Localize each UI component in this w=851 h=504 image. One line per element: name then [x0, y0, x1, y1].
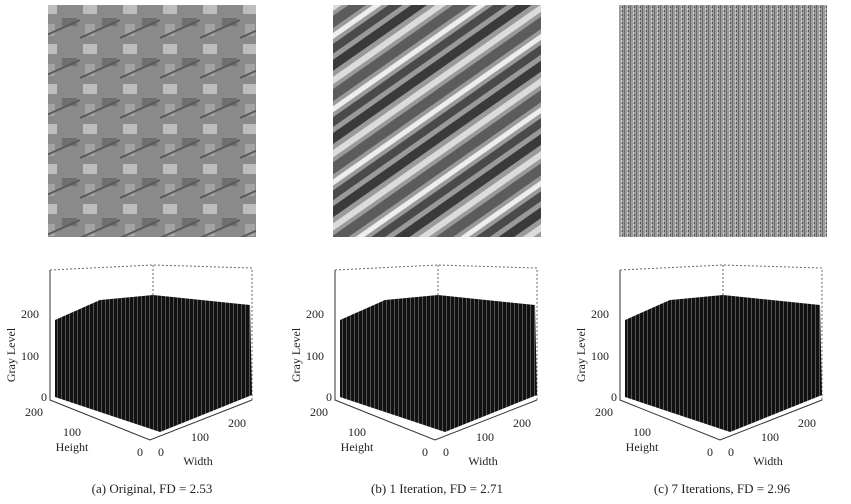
- y-tick-label: 0: [707, 445, 713, 459]
- z-tick-label: 0: [41, 390, 47, 404]
- z-axis-label: Gray Level: [4, 327, 18, 382]
- caption: (b) 1 Iteration, FD = 2.71: [371, 481, 503, 496]
- caption: (c) 7 Iterations, FD = 2.96: [654, 481, 791, 496]
- y-tick-label: 200: [310, 405, 328, 419]
- y-tick-label: 100: [348, 425, 366, 439]
- z-axis-label: Gray Level: [289, 327, 303, 382]
- x-tick-label: 100: [191, 430, 209, 444]
- panel-image: [48, 5, 256, 237]
- y-tick-label: 0: [422, 445, 428, 459]
- y-tick-label: 100: [63, 425, 81, 439]
- x-tick-label: 200: [228, 416, 246, 430]
- z-tick-label: 100: [591, 349, 609, 363]
- y-axis-label: Height: [626, 440, 659, 454]
- x-axis-label: Width: [468, 454, 498, 468]
- z-tick-label: 0: [326, 390, 332, 404]
- panel-image: [619, 5, 827, 237]
- y-tick-label: 0: [137, 445, 143, 459]
- x-tick-label: 0: [728, 445, 734, 459]
- y-tick-label: 100: [633, 425, 651, 439]
- x-axis-label: Width: [753, 454, 783, 468]
- x-tick-label: 0: [158, 445, 164, 459]
- y-tick-label: 200: [25, 405, 43, 419]
- z-tick-label: 0: [611, 390, 617, 404]
- z-tick-label: 200: [591, 307, 609, 321]
- z-tick-label: 100: [306, 349, 324, 363]
- x-tick-label: 0: [443, 445, 449, 459]
- z-tick-label: 200: [21, 307, 39, 321]
- z-tick-label: 100: [21, 349, 39, 363]
- figure: 010020001002000100200Gray LevelHeightWid…: [0, 0, 851, 504]
- x-tick-label: 200: [513, 416, 531, 430]
- x-tick-label: 100: [476, 430, 494, 444]
- y-axis-label: Height: [341, 440, 374, 454]
- y-axis-label: Height: [56, 440, 89, 454]
- x-tick-label: 200: [798, 416, 816, 430]
- x-axis-label: Width: [183, 454, 213, 468]
- panel-image: [333, 5, 541, 237]
- caption: (a) Original, FD = 2.53: [92, 481, 213, 496]
- x-tick-label: 100: [761, 430, 779, 444]
- z-axis-label: Gray Level: [574, 327, 588, 382]
- y-tick-label: 200: [595, 405, 613, 419]
- z-tick-label: 200: [306, 307, 324, 321]
